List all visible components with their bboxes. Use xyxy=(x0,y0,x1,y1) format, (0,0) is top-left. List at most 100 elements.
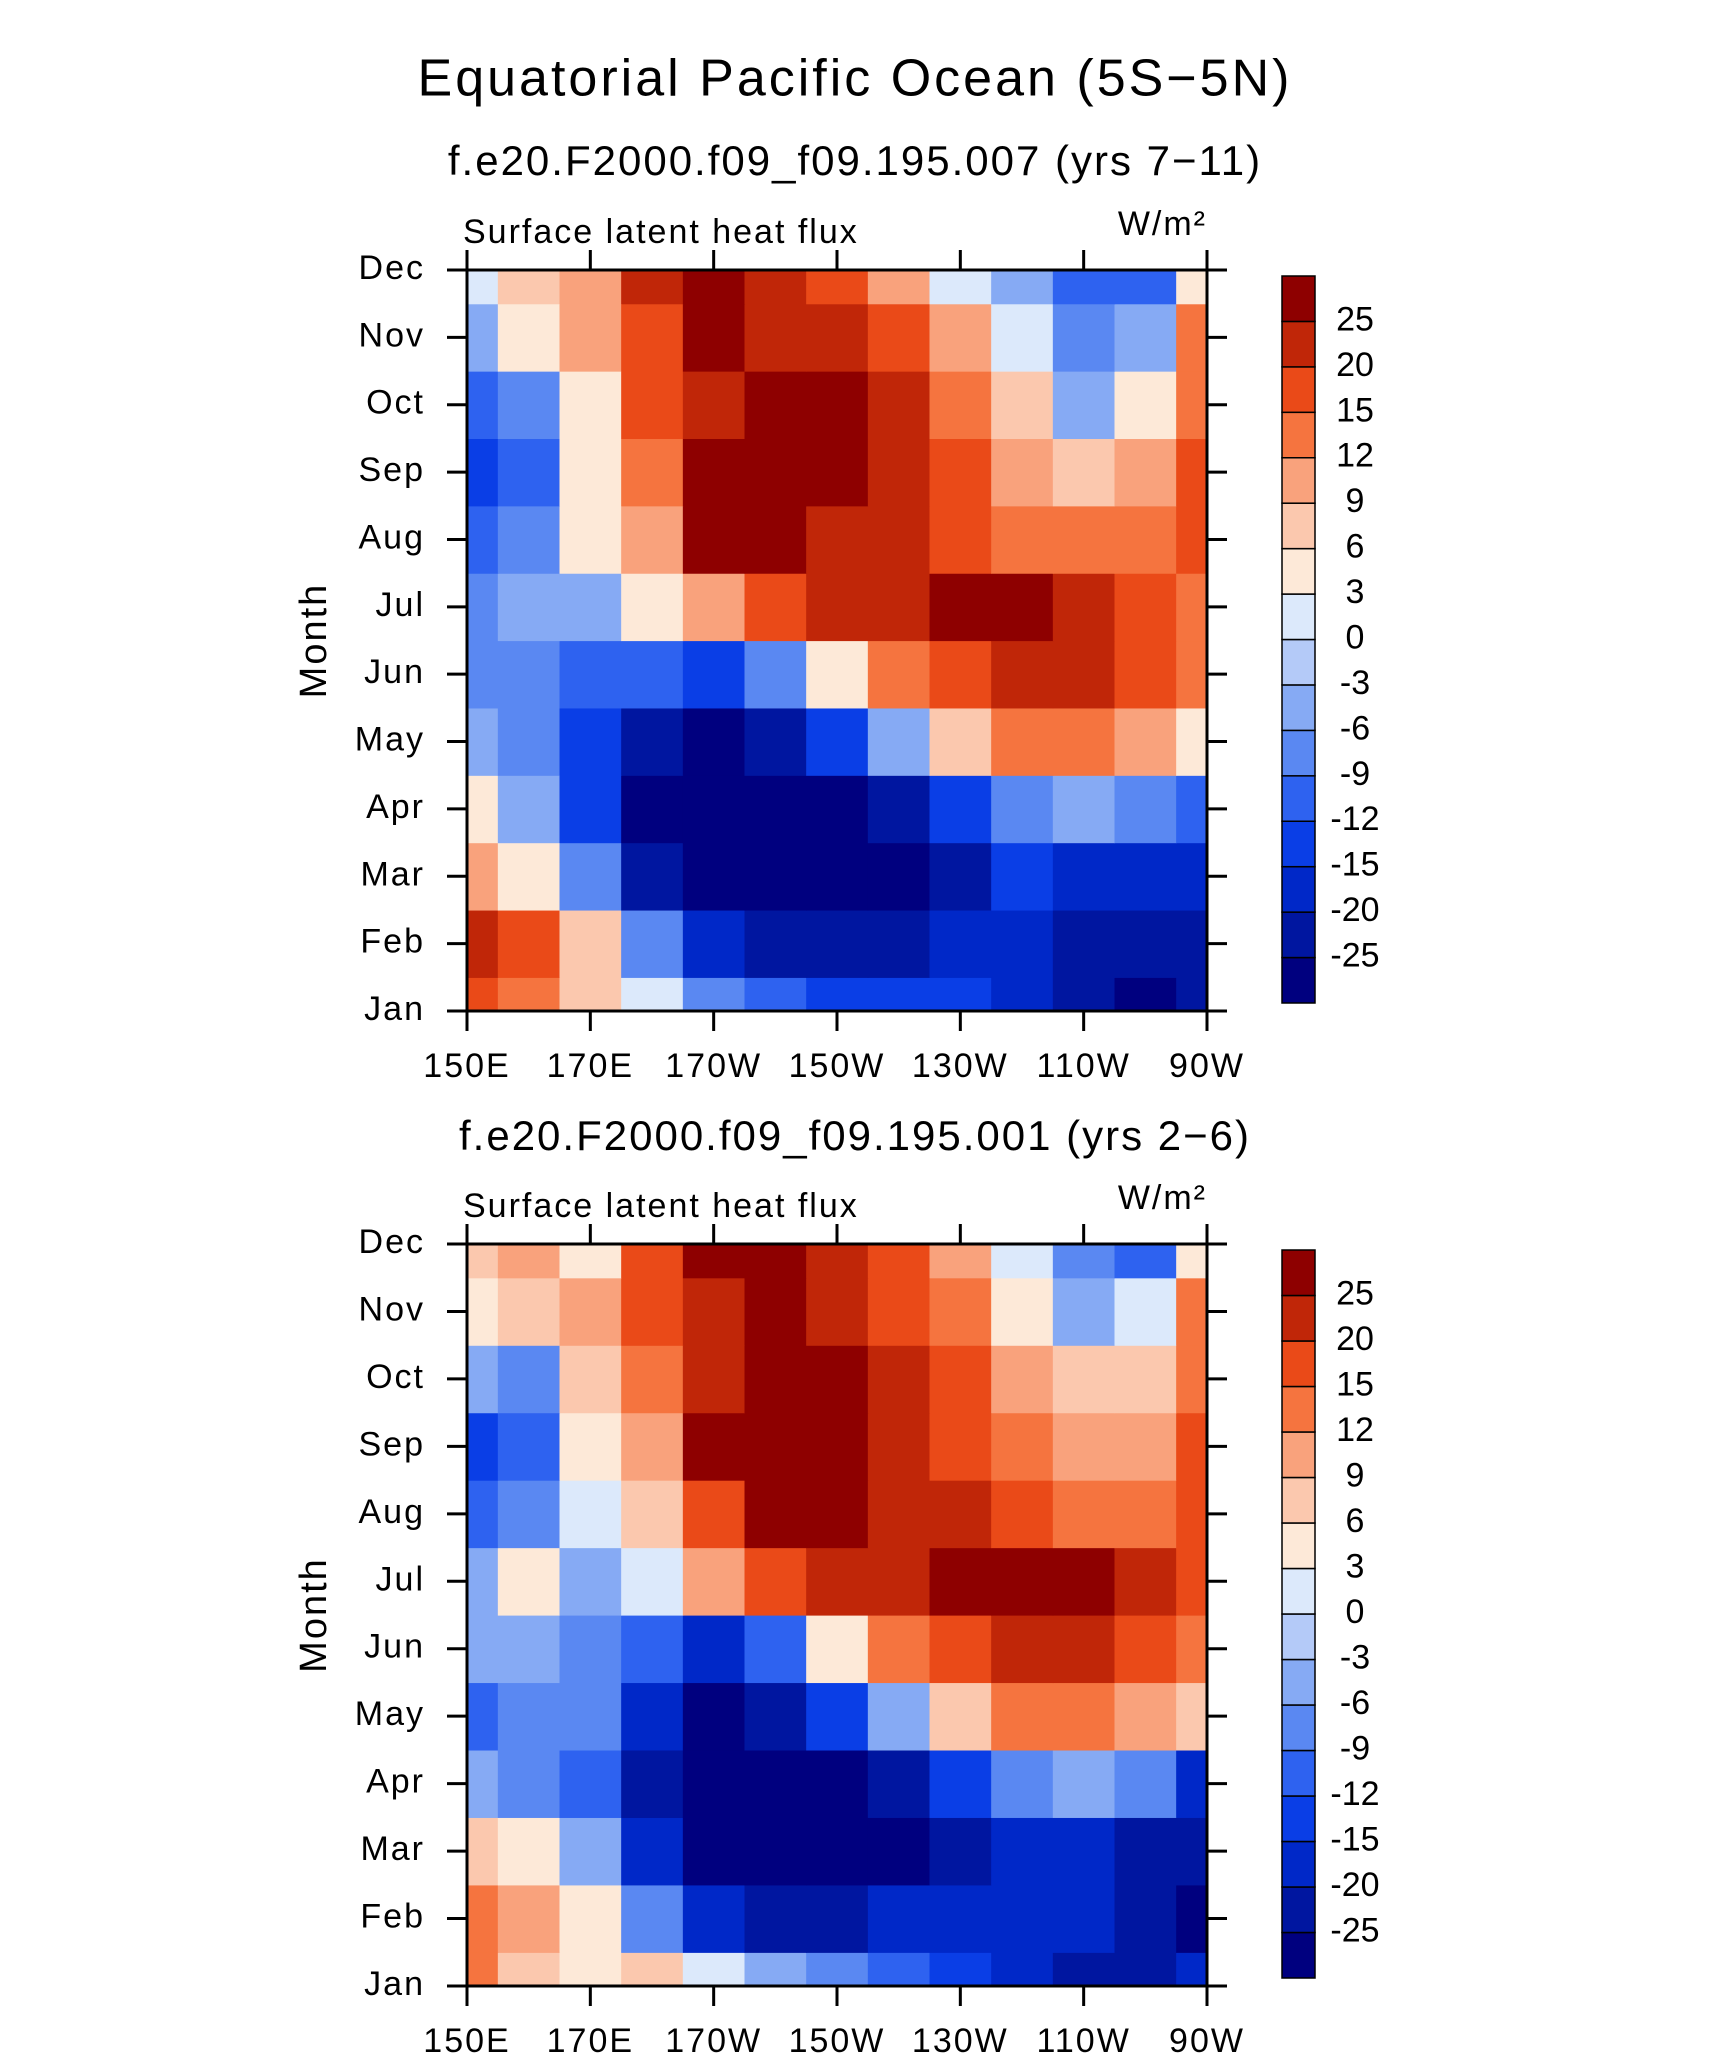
field-cell xyxy=(559,775,622,844)
field-cell xyxy=(497,909,561,978)
field-cell xyxy=(559,270,622,305)
field-cell xyxy=(867,1952,931,1987)
field-cell xyxy=(559,371,622,440)
field-cell xyxy=(497,1244,561,1279)
field-cell xyxy=(1176,1952,1208,1987)
field-cell xyxy=(682,438,746,507)
field-cell xyxy=(467,842,499,911)
field-cell xyxy=(467,977,499,1012)
field-cell xyxy=(682,270,746,305)
field-cell xyxy=(682,842,746,911)
colorbar-box xyxy=(1281,1522,1316,1570)
field xyxy=(467,270,1208,1012)
field-cell xyxy=(467,505,499,574)
field-cell xyxy=(1176,1749,1208,1818)
field-cell xyxy=(1114,640,1177,709)
units-label: W/m² xyxy=(1118,205,1207,243)
field-cell xyxy=(744,977,807,1012)
field-cell xyxy=(621,1817,684,1886)
field-cell xyxy=(682,1480,746,1549)
field-cell xyxy=(621,1244,684,1279)
field-cell xyxy=(1176,775,1208,844)
colorbar-box xyxy=(1281,320,1316,368)
x-tick-label: 170W xyxy=(665,2022,762,2059)
field-cell xyxy=(559,1682,622,1751)
field-cell xyxy=(497,1547,561,1616)
field-cell xyxy=(806,303,869,372)
field-cell xyxy=(682,1952,746,1987)
field-cell xyxy=(559,438,622,507)
colorbar-box xyxy=(1281,1340,1316,1388)
colorbar-box xyxy=(1281,502,1316,550)
colorbar-box xyxy=(1281,684,1316,732)
field-cell xyxy=(929,909,992,978)
field-cell xyxy=(1052,1547,1116,1616)
x-tick-label: 150E xyxy=(423,2022,510,2059)
field-cell xyxy=(559,1749,622,1818)
field-cell xyxy=(497,842,561,911)
field-cell xyxy=(991,775,1054,844)
field-cell xyxy=(1114,1682,1177,1751)
x-tick-label: 170E xyxy=(547,2022,634,2059)
field-cell xyxy=(991,1682,1054,1751)
field-cell xyxy=(467,1749,499,1818)
field-cell xyxy=(744,371,807,440)
field-cell xyxy=(806,438,869,507)
field-cell xyxy=(929,1884,992,1953)
y-tick-label: Dec xyxy=(359,249,425,287)
field-cell xyxy=(621,1682,684,1751)
field-cell xyxy=(867,775,931,844)
field-cell xyxy=(991,1952,1054,1987)
field-cell xyxy=(867,909,931,978)
field-cell xyxy=(991,1345,1054,1414)
field-cell xyxy=(559,1952,622,1987)
colorbar-label: -3 xyxy=(1340,1638,1370,1676)
field-cell xyxy=(1176,977,1208,1012)
field-cell xyxy=(682,1615,746,1684)
field-cell xyxy=(744,438,807,507)
field-cell xyxy=(867,707,931,776)
field-cell xyxy=(744,842,807,911)
field-cell xyxy=(806,775,869,844)
field-cell xyxy=(1114,270,1177,305)
y-tick-label: Sep xyxy=(359,451,426,489)
panel-title: f.e20.F2000.f09_f09.195.001 (yrs 2−6) xyxy=(459,1112,1251,1159)
field-cell xyxy=(929,573,992,642)
colorbar-box xyxy=(1281,1840,1316,1888)
x-tick-label: 150E xyxy=(423,1047,510,1085)
field-cell xyxy=(1176,842,1208,911)
field-cell xyxy=(559,640,622,709)
colorbar-box xyxy=(1281,1931,1316,1979)
field-cell xyxy=(1176,505,1208,574)
y-tick-label: Sep xyxy=(359,1425,426,1463)
colorbar-label: 0 xyxy=(1346,1593,1365,1631)
field-cell xyxy=(559,303,622,372)
field-cell xyxy=(467,640,499,709)
field-cell xyxy=(867,977,931,1012)
field-cell xyxy=(497,573,561,642)
y-tick-label: Aug xyxy=(359,518,426,556)
y-tick-label: Oct xyxy=(366,384,425,422)
colorbar-box xyxy=(1281,1249,1316,1297)
field-cell xyxy=(991,1615,1054,1684)
field-cell xyxy=(1114,1345,1177,1414)
colorbar-box xyxy=(1281,1294,1316,1342)
field-cell xyxy=(621,1480,684,1549)
field-cell xyxy=(867,1817,931,1886)
field-cell xyxy=(1176,270,1208,305)
field-cell xyxy=(1052,1277,1116,1346)
field-cell xyxy=(682,1412,746,1481)
field-cell xyxy=(621,1412,684,1481)
field-cell xyxy=(867,1884,931,1953)
field-cell xyxy=(744,1749,807,1818)
field-cell xyxy=(991,1244,1054,1279)
field-cell xyxy=(1052,1884,1116,1953)
field-cell xyxy=(929,1480,992,1549)
field-cell xyxy=(467,303,499,372)
field-cell xyxy=(929,1952,992,1987)
field-cell xyxy=(497,1412,561,1481)
field-cell xyxy=(621,1345,684,1414)
field-cell xyxy=(1114,1547,1177,1616)
field-cell xyxy=(991,270,1054,305)
field-cell xyxy=(991,1412,1054,1481)
